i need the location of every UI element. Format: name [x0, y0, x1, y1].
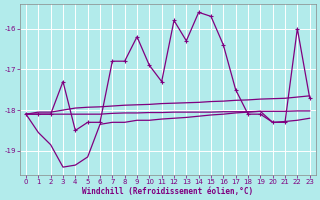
X-axis label: Windchill (Refroidissement éolien,°C): Windchill (Refroidissement éolien,°C) — [82, 187, 253, 196]
